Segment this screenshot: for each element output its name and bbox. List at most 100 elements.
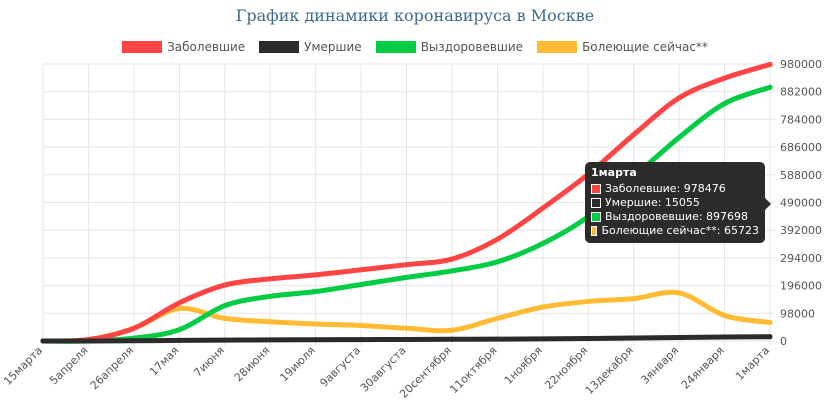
- data-point: [267, 276, 273, 282]
- y-tick-label: 980000: [780, 58, 822, 71]
- tooltip-swatch-active: [591, 226, 598, 236]
- x-tick-label: 19июля: [277, 344, 317, 384]
- data-point: [449, 336, 455, 342]
- data-point: [358, 267, 364, 273]
- data-point: [358, 281, 364, 287]
- data-point: [40, 338, 46, 344]
- data-point: [85, 338, 91, 344]
- y-tick-label: 588000: [780, 169, 822, 182]
- data-point: [631, 296, 637, 302]
- data-point: [358, 322, 364, 328]
- data-point: [267, 319, 273, 325]
- tooltip-label-recovered: Выздоровевшие: 897698: [605, 210, 749, 223]
- x-tick-label: 15марта: [1, 344, 45, 388]
- data-point: [585, 298, 591, 304]
- data-point: [676, 334, 682, 340]
- x-tick-label: 7июня: [191, 344, 227, 380]
- data-point: [676, 95, 682, 101]
- data-point: [222, 315, 228, 321]
- data-point: [494, 315, 500, 321]
- x-tick-label: 24января: [679, 344, 727, 392]
- legend-label-deaths: Умершие: [304, 40, 362, 54]
- legend-item-recovered[interactable]: Выздоровевшие: [375, 40, 524, 54]
- legend-item-active[interactable]: Болеющие сейчас**: [537, 40, 708, 54]
- data-point: [176, 327, 182, 333]
- x-tick-label: 9августа: [317, 344, 363, 390]
- data-point: [176, 300, 182, 306]
- data-point: [494, 336, 500, 342]
- legend-label-infected: Заболевшие: [167, 40, 246, 54]
- data-point: [313, 289, 319, 295]
- chart-legend: Заболевшие Умершие Выздоровевшие Болеющи…: [0, 40, 830, 54]
- data-point: [540, 304, 546, 310]
- tooltip-row-infected: Заболевшие: 978476: [591, 182, 759, 196]
- data-point: [676, 134, 682, 140]
- y-tick-label: 686000: [780, 141, 822, 154]
- legend-swatch-deaths: [259, 41, 300, 53]
- chart-tooltip: 1марта Заболевшие: 978476 Умершие: 15055…: [585, 162, 771, 243]
- x-tick-label: 1ноября: [502, 344, 545, 387]
- x-tick-label: 1марта: [733, 344, 772, 383]
- y-tick-label: 98000: [780, 307, 815, 320]
- tooltip-row-recovered: Выздоровевшие: 897698: [591, 210, 759, 224]
- tooltip-swatch-recovered: [591, 212, 601, 222]
- data-point: [267, 293, 273, 299]
- data-point: [449, 256, 455, 262]
- y-tick-label: 0: [780, 335, 787, 348]
- tooltip-swatch-deaths: [591, 198, 601, 208]
- x-tick-label: 13декабря: [583, 344, 636, 397]
- tooltip-label-infected: Заболевшие: 978476: [605, 182, 726, 195]
- data-point: [404, 262, 409, 268]
- legend-swatch-recovered: [375, 41, 416, 53]
- tooltip-row-active: Болеющие сейчас**: 65723: [591, 224, 759, 238]
- data-point: [676, 290, 682, 296]
- data-point: [767, 319, 773, 325]
- data-point: [404, 336, 409, 342]
- data-point: [449, 327, 455, 333]
- data-point: [767, 61, 773, 67]
- y-tick-label: 392000: [780, 224, 822, 237]
- tooltip-label-deaths: Умершие: 15055: [605, 196, 700, 209]
- data-point: [313, 272, 319, 278]
- tooltip-row-deaths: Умершие: 15055: [591, 196, 759, 210]
- data-point: [631, 335, 637, 341]
- x-tick-label: 5апреля: [47, 344, 90, 387]
- x-tick-label: 17мая: [147, 344, 181, 378]
- data-point: [722, 334, 728, 340]
- y-tick-label: 294000: [780, 252, 822, 265]
- chart-title: График динамики коронавируса в Москве: [235, 6, 595, 25]
- data-point: [222, 303, 228, 309]
- data-point: [267, 337, 273, 343]
- data-point: [722, 313, 728, 319]
- data-point: [358, 337, 364, 343]
- y-tick-label: 196000: [780, 280, 822, 293]
- data-point: [540, 336, 546, 342]
- data-point: [722, 101, 728, 107]
- data-point: [222, 282, 228, 288]
- data-point: [176, 337, 182, 343]
- data-point: [313, 321, 319, 327]
- y-tick-label: 882000: [780, 86, 822, 99]
- legend-item-deaths[interactable]: Умершие: [259, 40, 362, 54]
- legend-swatch-infected: [122, 41, 163, 53]
- data-point: [449, 268, 455, 274]
- x-tick-label: 3января: [638, 344, 681, 387]
- tooltip-label-active: Болеющие сейчас**: 65723: [601, 224, 759, 237]
- data-point: [404, 325, 409, 331]
- legend-label-recovered: Выздоровевшие: [420, 40, 524, 54]
- data-point: [540, 240, 546, 246]
- data-point: [494, 236, 500, 242]
- tooltip-title: 1марта: [591, 166, 637, 179]
- data-point: [631, 132, 637, 138]
- data-point: [767, 84, 773, 90]
- legend-item-infected[interactable]: Заболевшие: [122, 40, 245, 54]
- data-point: [176, 305, 182, 311]
- y-tick-label: 490000: [780, 197, 822, 210]
- data-point: [767, 334, 773, 340]
- legend-label-active: Болеющие сейчас**: [582, 40, 708, 54]
- data-point: [494, 259, 500, 265]
- data-point: [313, 337, 319, 343]
- x-tick-label: 11октября: [447, 344, 499, 396]
- data-point: [404, 274, 409, 280]
